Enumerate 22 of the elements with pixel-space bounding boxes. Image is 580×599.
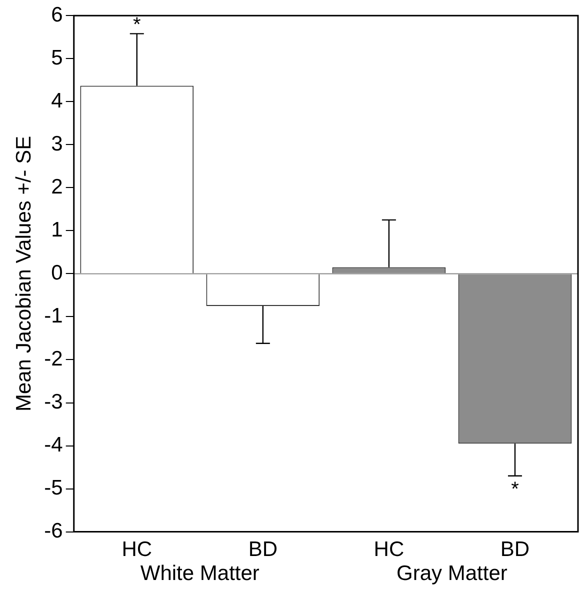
y-tick-label: 1 — [51, 218, 63, 242]
y-tick-label: 5 — [51, 46, 63, 70]
data-label: * — [511, 478, 520, 500]
x-tick-label: HC — [374, 538, 404, 562]
x-tick-label: BD — [248, 538, 278, 562]
y-tick-label: -6 — [44, 520, 63, 543]
data-label: * — [132, 14, 141, 36]
text: White Matter — [140, 562, 260, 586]
y-tick-label: -4 — [44, 434, 64, 457]
y-tick-label: -2 — [44, 348, 63, 371]
y-axis-title: Mean Jacobian Values +/- SE — [12, 136, 36, 412]
x-tick-label: HC — [122, 538, 152, 562]
y-tick-label: 4 — [51, 89, 64, 112]
y-tick-label: -3 — [44, 390, 63, 414]
x-tick-label: BD — [500, 538, 530, 562]
text: Gray Matter — [396, 562, 508, 586]
y-tick-label: 0 — [51, 261, 63, 284]
y-tick-label: 3 — [51, 132, 63, 156]
y-tick-label: 6 — [51, 3, 63, 26]
y-tick-label: 2 — [51, 175, 63, 198]
y-tick-label: -1 — [44, 304, 63, 328]
y-tick-label: -5 — [44, 476, 63, 500]
